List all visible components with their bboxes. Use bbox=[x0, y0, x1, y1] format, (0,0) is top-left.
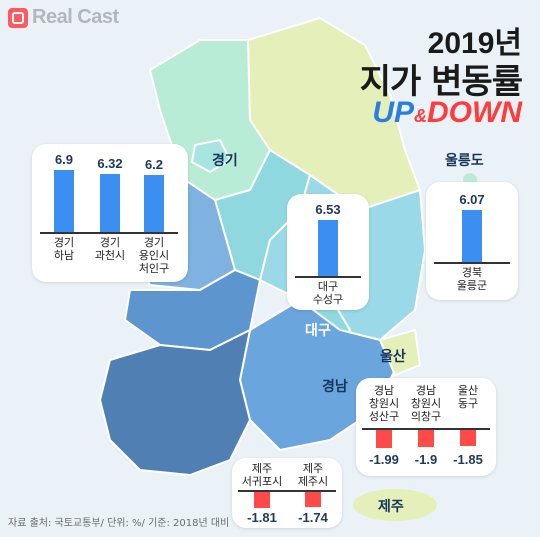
region-label-ulsan: 울산 bbox=[380, 349, 406, 365]
bar bbox=[305, 492, 321, 507]
region-label-ulleungdo: 울릉도 bbox=[445, 153, 484, 169]
value-label: -1.85 bbox=[453, 452, 483, 467]
axis-line bbox=[238, 490, 336, 492]
category-label: 제주 제주시 bbox=[297, 462, 329, 488]
value-label: 6.9 bbox=[54, 152, 74, 167]
value-label: 6.07 bbox=[459, 192, 485, 207]
card-jeju: 제주 서귀포시 제주 제주시 -1.81 -1.74 bbox=[232, 458, 342, 528]
card-daegu: 6.53 대구 수성구 bbox=[287, 194, 369, 310]
source-note: 자료 출처: 국토교통부/ 단위: %/ 기준: 2018년 대비 bbox=[8, 518, 230, 529]
region-label-daegu: 대구 bbox=[305, 323, 331, 339]
axis-line bbox=[362, 428, 490, 430]
region-seoul bbox=[190, 138, 232, 174]
value-label: -1.99 bbox=[369, 452, 399, 467]
bar bbox=[318, 220, 338, 276]
brand-logo-icon bbox=[8, 7, 28, 28]
title-updown: UP&DOWN bbox=[372, 96, 522, 130]
category-label: 경기 용인시 처인구 bbox=[138, 236, 170, 275]
card-gyeonggi: 6.9 6.32 6.2 경기 하남 경기 과천시 경기 용인시 처인구 bbox=[32, 144, 188, 282]
category-label: 제주 서귀포시 bbox=[241, 462, 283, 488]
axis-line bbox=[295, 276, 361, 278]
value-label: 6.32 bbox=[97, 156, 123, 171]
category-label: 울산 동구 bbox=[457, 384, 479, 410]
bar bbox=[54, 170, 74, 232]
brand-logo: Real Cast bbox=[8, 6, 119, 29]
bar bbox=[144, 175, 164, 232]
category-label: 경남 창원시 성산구 bbox=[368, 384, 400, 423]
title-up: UP bbox=[372, 96, 415, 129]
region-jeju bbox=[353, 489, 437, 521]
card-ulleung: 6.07 경북 울릉군 bbox=[426, 182, 518, 300]
bar bbox=[254, 492, 270, 508]
category-label: 경남 창원시 의창구 bbox=[410, 384, 442, 423]
region-ulsan bbox=[378, 328, 422, 377]
region-label-jeju: 제주 bbox=[378, 499, 404, 515]
bar bbox=[376, 430, 392, 448]
axis-line bbox=[40, 232, 178, 234]
title-year: 2019년 bbox=[427, 27, 522, 60]
bar bbox=[460, 430, 476, 446]
value-label: -1.74 bbox=[298, 510, 328, 525]
region-label-gyeongnam: 경남 bbox=[322, 379, 348, 395]
category-label: 경기 하남 bbox=[53, 236, 75, 262]
axis-line bbox=[434, 262, 510, 264]
bar bbox=[418, 430, 434, 447]
bar bbox=[462, 210, 482, 262]
card-gyeongnam: 경남 창원시 성산구 경남 창원시 의창구 울산 동구 -1.99 -1.9 -… bbox=[356, 378, 496, 476]
value-label: -1.81 bbox=[247, 510, 277, 525]
title-main: 지가 변동률 bbox=[359, 62, 523, 102]
value-label: 6.53 bbox=[315, 202, 341, 217]
region-label-gyeonggi: 경기 bbox=[212, 153, 238, 169]
category-label: 경기 과천시 bbox=[94, 236, 126, 262]
value-label: -1.9 bbox=[414, 452, 438, 467]
category-label: 경북 울릉군 bbox=[456, 266, 488, 292]
brand-name: Real Cast bbox=[32, 6, 119, 28]
category-label: 대구 수성구 bbox=[312, 280, 344, 306]
region-jeonnam bbox=[98, 328, 252, 477]
value-label: 6.2 bbox=[144, 157, 164, 172]
bar bbox=[100, 174, 120, 232]
title-down: DOWN bbox=[427, 96, 522, 129]
title-amp: & bbox=[414, 106, 428, 126]
